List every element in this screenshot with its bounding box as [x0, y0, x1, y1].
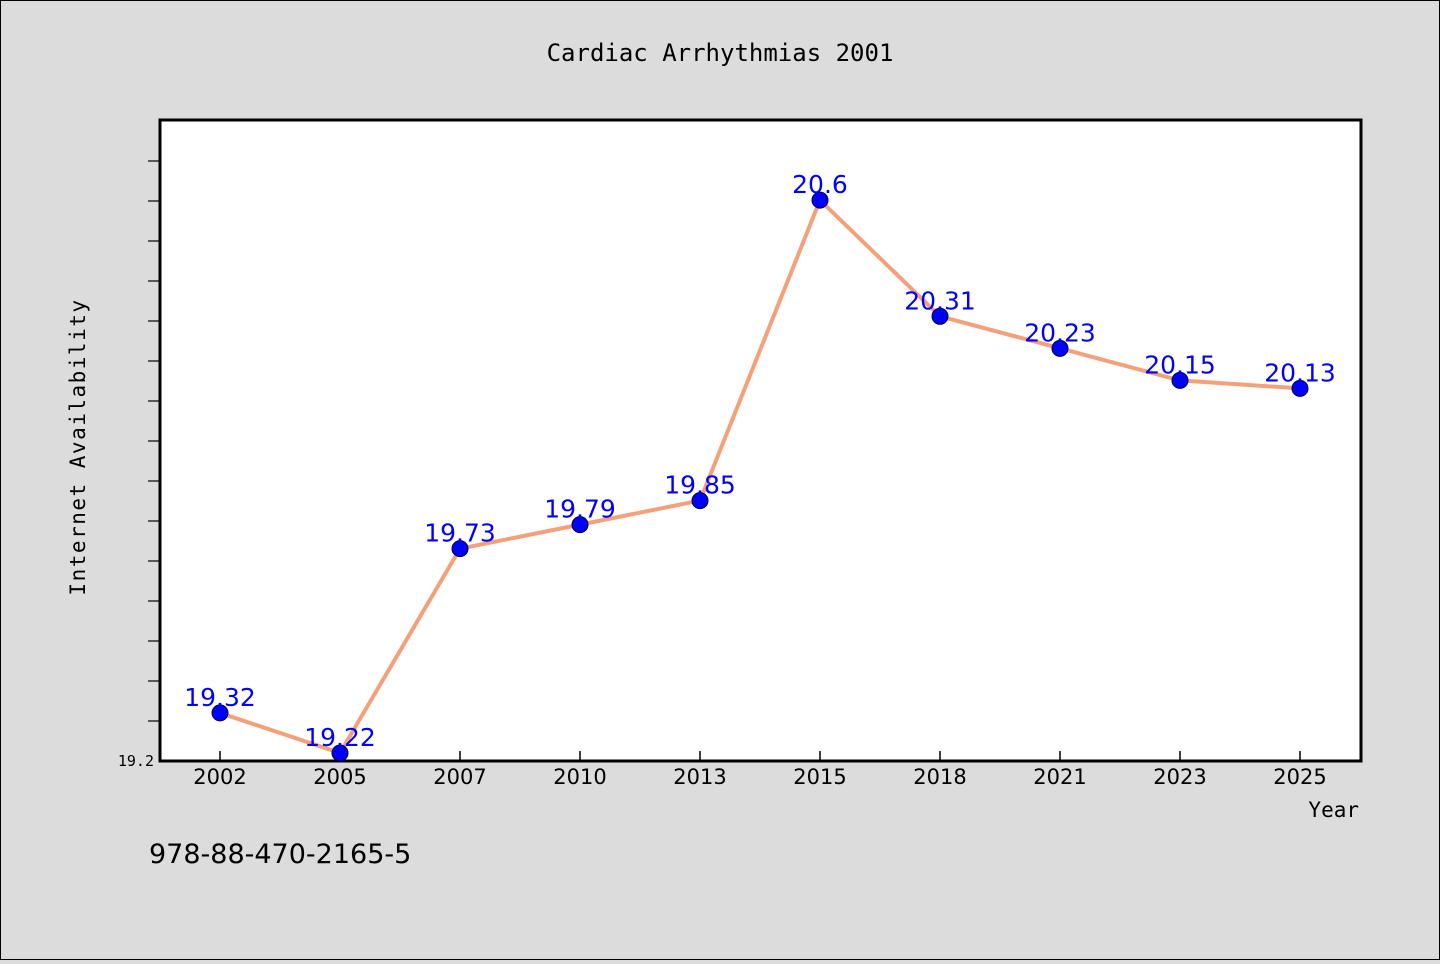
data-point: [331, 744, 349, 762]
x-tick-label: 2007: [433, 765, 486, 789]
series-line: [219, 198, 1301, 755]
data-label: 20.6: [792, 170, 848, 199]
data-label: 20.13: [1264, 358, 1336, 387]
x-tick-label: 2015: [793, 765, 846, 789]
data-labels: 19.32 19.22 19.73 19.79 19.85 20.6 20.31 20.23 2…: [184, 170, 1336, 752]
data-label: 20.15: [1144, 350, 1216, 379]
data-point: [691, 492, 709, 510]
y-tick-label: 19.2: [118, 752, 154, 770]
data-point: [211, 704, 229, 722]
y-axis-label: Internet Availability: [66, 298, 90, 595]
x-tick-label: 2023: [1153, 765, 1206, 789]
data-point: [811, 191, 829, 209]
y-axis-ticks: [148, 160, 160, 722]
data-point: [931, 307, 949, 325]
x-axis-tick-labels: 2002 2005 2007 2010 2013 2015 2018 2021 2023 2025: [193, 765, 1326, 789]
data-point: [1051, 339, 1069, 357]
x-tick-label: 2010: [553, 765, 606, 789]
x-tick-label: 2002: [193, 765, 246, 789]
footnote-isbn: 978-88-470-2165-5: [149, 839, 411, 870]
data-label: 19.85: [664, 471, 736, 500]
chart-title: Cardiac Arrhythmias 2001: [547, 39, 894, 67]
x-tick-label: 2018: [913, 765, 966, 789]
y-axis-tick-labels: 19.2: [118, 752, 154, 770]
data-markers: [211, 191, 1309, 762]
data-label: 20.23: [1024, 318, 1096, 347]
plot-area: [158, 118, 1363, 763]
data-point: [571, 516, 589, 534]
x-tick-label: 2013: [673, 765, 726, 789]
data-label: 19.73: [424, 519, 496, 548]
data-label: 19.32: [184, 683, 256, 712]
data-label: 19.79: [544, 495, 616, 524]
data-label: 19.22: [304, 723, 376, 752]
data-point: [1291, 379, 1309, 397]
data-label: 20.31: [904, 286, 976, 315]
x-tick-label: 2025: [1273, 765, 1326, 789]
x-tick-label: 2021: [1033, 765, 1086, 789]
data-point: [1171, 371, 1189, 389]
x-tick-label: 2005: [313, 765, 366, 789]
x-axis-label: Year: [1308, 798, 1359, 822]
data-point: [451, 540, 469, 558]
